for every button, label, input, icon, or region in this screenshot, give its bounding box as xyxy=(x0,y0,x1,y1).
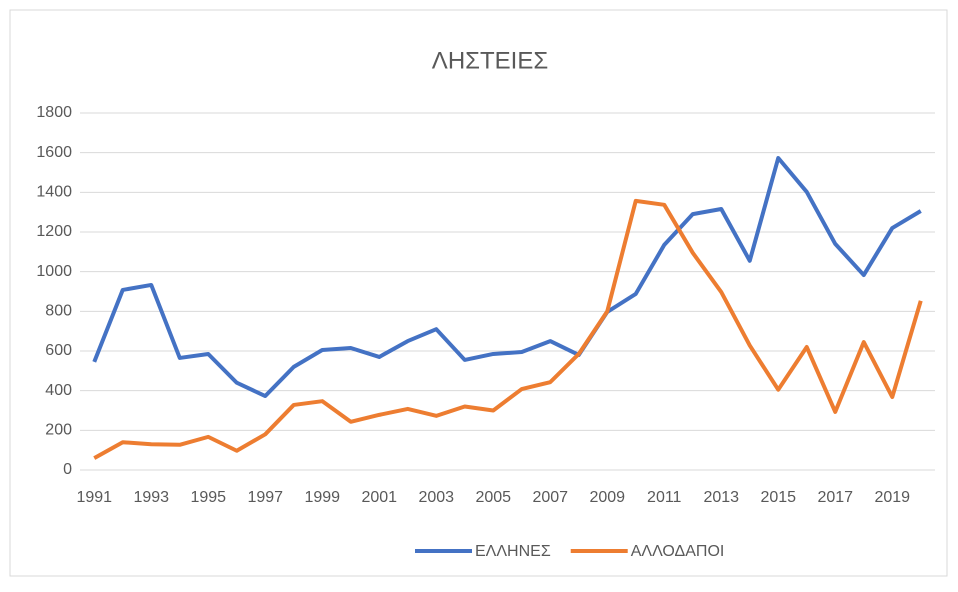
y-tick-label: 600 xyxy=(45,342,72,359)
x-tick-label: 2011 xyxy=(647,489,682,506)
x-tick-label: 2001 xyxy=(361,489,397,506)
x-tick-label: 1997 xyxy=(247,489,283,506)
x-tick-label: 2019 xyxy=(874,489,910,506)
y-tick-label: 1000 xyxy=(36,263,72,280)
x-tick-label: 2003 xyxy=(418,489,454,506)
y-tick-label: 1400 xyxy=(36,184,72,201)
y-tick-label: 400 xyxy=(45,382,72,399)
chart-title: ΛΗΣΤΕΙΕΣ xyxy=(432,47,548,74)
series-line xyxy=(93,198,923,460)
y-tick-label: 0 xyxy=(63,461,72,478)
legend-label: ΕΛΛΗΝΕΣ xyxy=(475,543,551,560)
y-tick-label: 1600 xyxy=(36,144,72,161)
y-tick-label: 1800 xyxy=(36,104,72,121)
x-tick-label: 1991 xyxy=(76,489,112,506)
y-tick-label: 800 xyxy=(45,303,72,320)
x-tick-label: 1999 xyxy=(304,489,340,506)
x-tick-label: 2007 xyxy=(532,489,568,506)
x-tick-label: 2005 xyxy=(475,489,511,506)
x-tick-label: 2017 xyxy=(817,489,853,506)
x-tick-label: 2009 xyxy=(589,489,625,506)
legend-label: ΑΛΛΟΔΑΠΟΙ xyxy=(631,543,725,560)
x-tick-label: 1995 xyxy=(190,489,226,506)
y-tick-label: 1200 xyxy=(36,223,72,240)
chart-border xyxy=(9,9,948,577)
x-tick-label: 2013 xyxy=(703,489,739,506)
series-line xyxy=(92,156,922,399)
y-tick-label: 200 xyxy=(45,422,72,439)
x-tick-label: 2015 xyxy=(760,489,796,506)
x-tick-label: 1993 xyxy=(133,489,169,506)
